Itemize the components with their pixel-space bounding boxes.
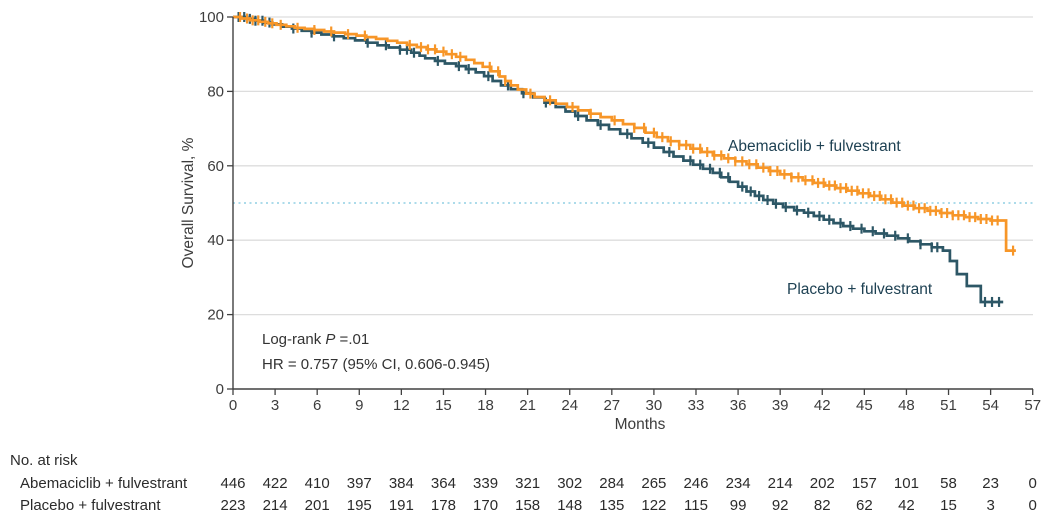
series-label-abemaciclib: Abemaciclib + fulvestrant — [728, 138, 901, 155]
risk-value-placebo-m54: 3 — [986, 497, 994, 514]
x-tick-label-21: 21 — [519, 397, 536, 414]
risk-value-placebo-m30: 122 — [641, 497, 666, 514]
x-tick-label-48: 48 — [898, 397, 915, 414]
risk-value-placebo-m27: 135 — [599, 497, 624, 514]
x-tick-label-12: 12 — [393, 397, 410, 414]
x-tick-label-51: 51 — [940, 397, 957, 414]
risk-value-abemaciclib-m3: 422 — [263, 475, 288, 492]
risk-row-label-abemaciclib: Abemaciclib + fulvestrant — [20, 475, 188, 492]
risk-value-placebo-m12: 191 — [389, 497, 414, 514]
x-tick-label-33: 33 — [688, 397, 705, 414]
x-axis-title: Months — [615, 416, 666, 433]
logrank-value: =.01 — [335, 331, 369, 348]
risk-value-abemaciclib-m18: 339 — [473, 475, 498, 492]
risk-value-placebo-m57: 0 — [1029, 497, 1037, 514]
risk-value-placebo-m51: 15 — [940, 497, 957, 514]
x-tick-label-36: 36 — [730, 397, 747, 414]
risk-row-label-placebo: Placebo + fulvestrant — [20, 497, 161, 514]
risk-value-placebo-m36: 99 — [730, 497, 747, 514]
hazard-ratio-annotation: HR = 0.757 (95% CI, 0.606-0.945) — [262, 356, 490, 373]
risk-value-abemaciclib-m45: 157 — [852, 475, 877, 492]
y-tick-label-40: 40 — [207, 232, 224, 249]
logrank-p-symbol: P — [325, 331, 335, 348]
risk-value-abemaciclib-m6: 410 — [305, 475, 330, 492]
axes — [227, 16, 1034, 395]
risk-value-abemaciclib-m0: 446 — [220, 475, 245, 492]
risk-value-placebo-m39: 92 — [772, 497, 789, 514]
risk-value-abemaciclib-m12: 384 — [389, 475, 414, 492]
risk-value-placebo-m18: 170 — [473, 497, 498, 514]
risk-value-abemaciclib-m51: 58 — [940, 475, 957, 492]
risk-value-abemaciclib-m48: 101 — [894, 475, 919, 492]
y-tick-label-0: 0 — [216, 381, 224, 398]
risk-value-abemaciclib-m42: 202 — [810, 475, 835, 492]
risk-value-placebo-m48: 42 — [898, 497, 915, 514]
x-tick-label-54: 54 — [982, 397, 999, 414]
risk-value-abemaciclib-m24: 302 — [557, 475, 582, 492]
risk-value-abemaciclib-m36: 234 — [726, 475, 751, 492]
y-tick-labels: 0 20 40 60 80 100 — [199, 9, 224, 398]
risk-value-placebo-m24: 148 — [557, 497, 582, 514]
x-tick-label-6: 6 — [313, 397, 321, 414]
x-tick-label-15: 15 — [435, 397, 452, 414]
risk-value-placebo-m3: 214 — [263, 497, 288, 514]
risk-value-placebo-m9: 195 — [347, 497, 372, 514]
risk-value-abemaciclib-m54: 23 — [982, 475, 999, 492]
x-tick-label-24: 24 — [561, 397, 578, 414]
risk-value-placebo-m21: 158 — [515, 497, 540, 514]
risk-value-abemaciclib-m33: 246 — [683, 475, 708, 492]
risk-value-placebo-m33: 115 — [684, 497, 708, 514]
x-tick-label-18: 18 — [477, 397, 494, 414]
x-tick-label-27: 27 — [603, 397, 620, 414]
km-curve-abemaciclib — [233, 15, 1016, 252]
y-tick-label-100: 100 — [199, 9, 224, 26]
y-tick-label-60: 60 — [207, 158, 224, 175]
risk-value-abemaciclib-m9: 397 — [347, 475, 372, 492]
y-tick-label-80: 80 — [207, 83, 224, 100]
x-tick-label-3: 3 — [271, 397, 279, 414]
series-label-placebo: Placebo + fulvestrant — [787, 281, 933, 298]
risk-value-abemaciclib-m15: 364 — [431, 475, 456, 492]
y-tick-label-20: 20 — [207, 307, 224, 324]
risk-value-placebo-m6: 201 — [305, 497, 330, 514]
risk-value-placebo-m42: 82 — [814, 497, 831, 514]
risk-value-abemaciclib-m30: 265 — [641, 475, 666, 492]
x-tick-label-9: 9 — [355, 397, 363, 414]
risk-table-values: 446 422 410 397 384 364 339 321 302 284 265 246 234 2… — [220, 475, 1036, 514]
x-tick-label-30: 30 — [646, 397, 663, 414]
risk-value-placebo-m45: 62 — [856, 497, 873, 514]
x-tick-label-39: 39 — [772, 397, 789, 414]
x-tick-label-45: 45 — [856, 397, 873, 414]
risk-value-placebo-m0: 223 — [220, 497, 245, 514]
risk-value-placebo-m15: 178 — [431, 497, 456, 514]
risk-value-abemaciclib-m39: 214 — [768, 475, 793, 492]
y-axis-title: Overall Survival, % — [180, 137, 197, 268]
risk-value-abemaciclib-m27: 284 — [599, 475, 624, 492]
x-tick-label-42: 42 — [814, 397, 831, 414]
risk-value-abemaciclib-m21: 321 — [515, 475, 540, 492]
logrank-prefix: Log-rank — [262, 331, 325, 348]
x-tick-label-57: 57 — [1024, 397, 1041, 414]
x-tick-labels: 0 3 6 9 12 15 18 21 24 27 30 33 36 39 42 45 48 51 54 57 — [229, 397, 1041, 414]
x-tick-label-0: 0 — [229, 397, 237, 414]
logrank-annotation: Log-rank P =.01 — [262, 331, 369, 348]
km-curve-placebo — [233, 15, 1004, 304]
gridlines — [233, 16, 1033, 316]
risk-value-abemaciclib-m57: 0 — [1029, 475, 1037, 492]
risk-table-header: No. at risk — [10, 452, 78, 469]
survival-curves — [233, 12, 1016, 307]
